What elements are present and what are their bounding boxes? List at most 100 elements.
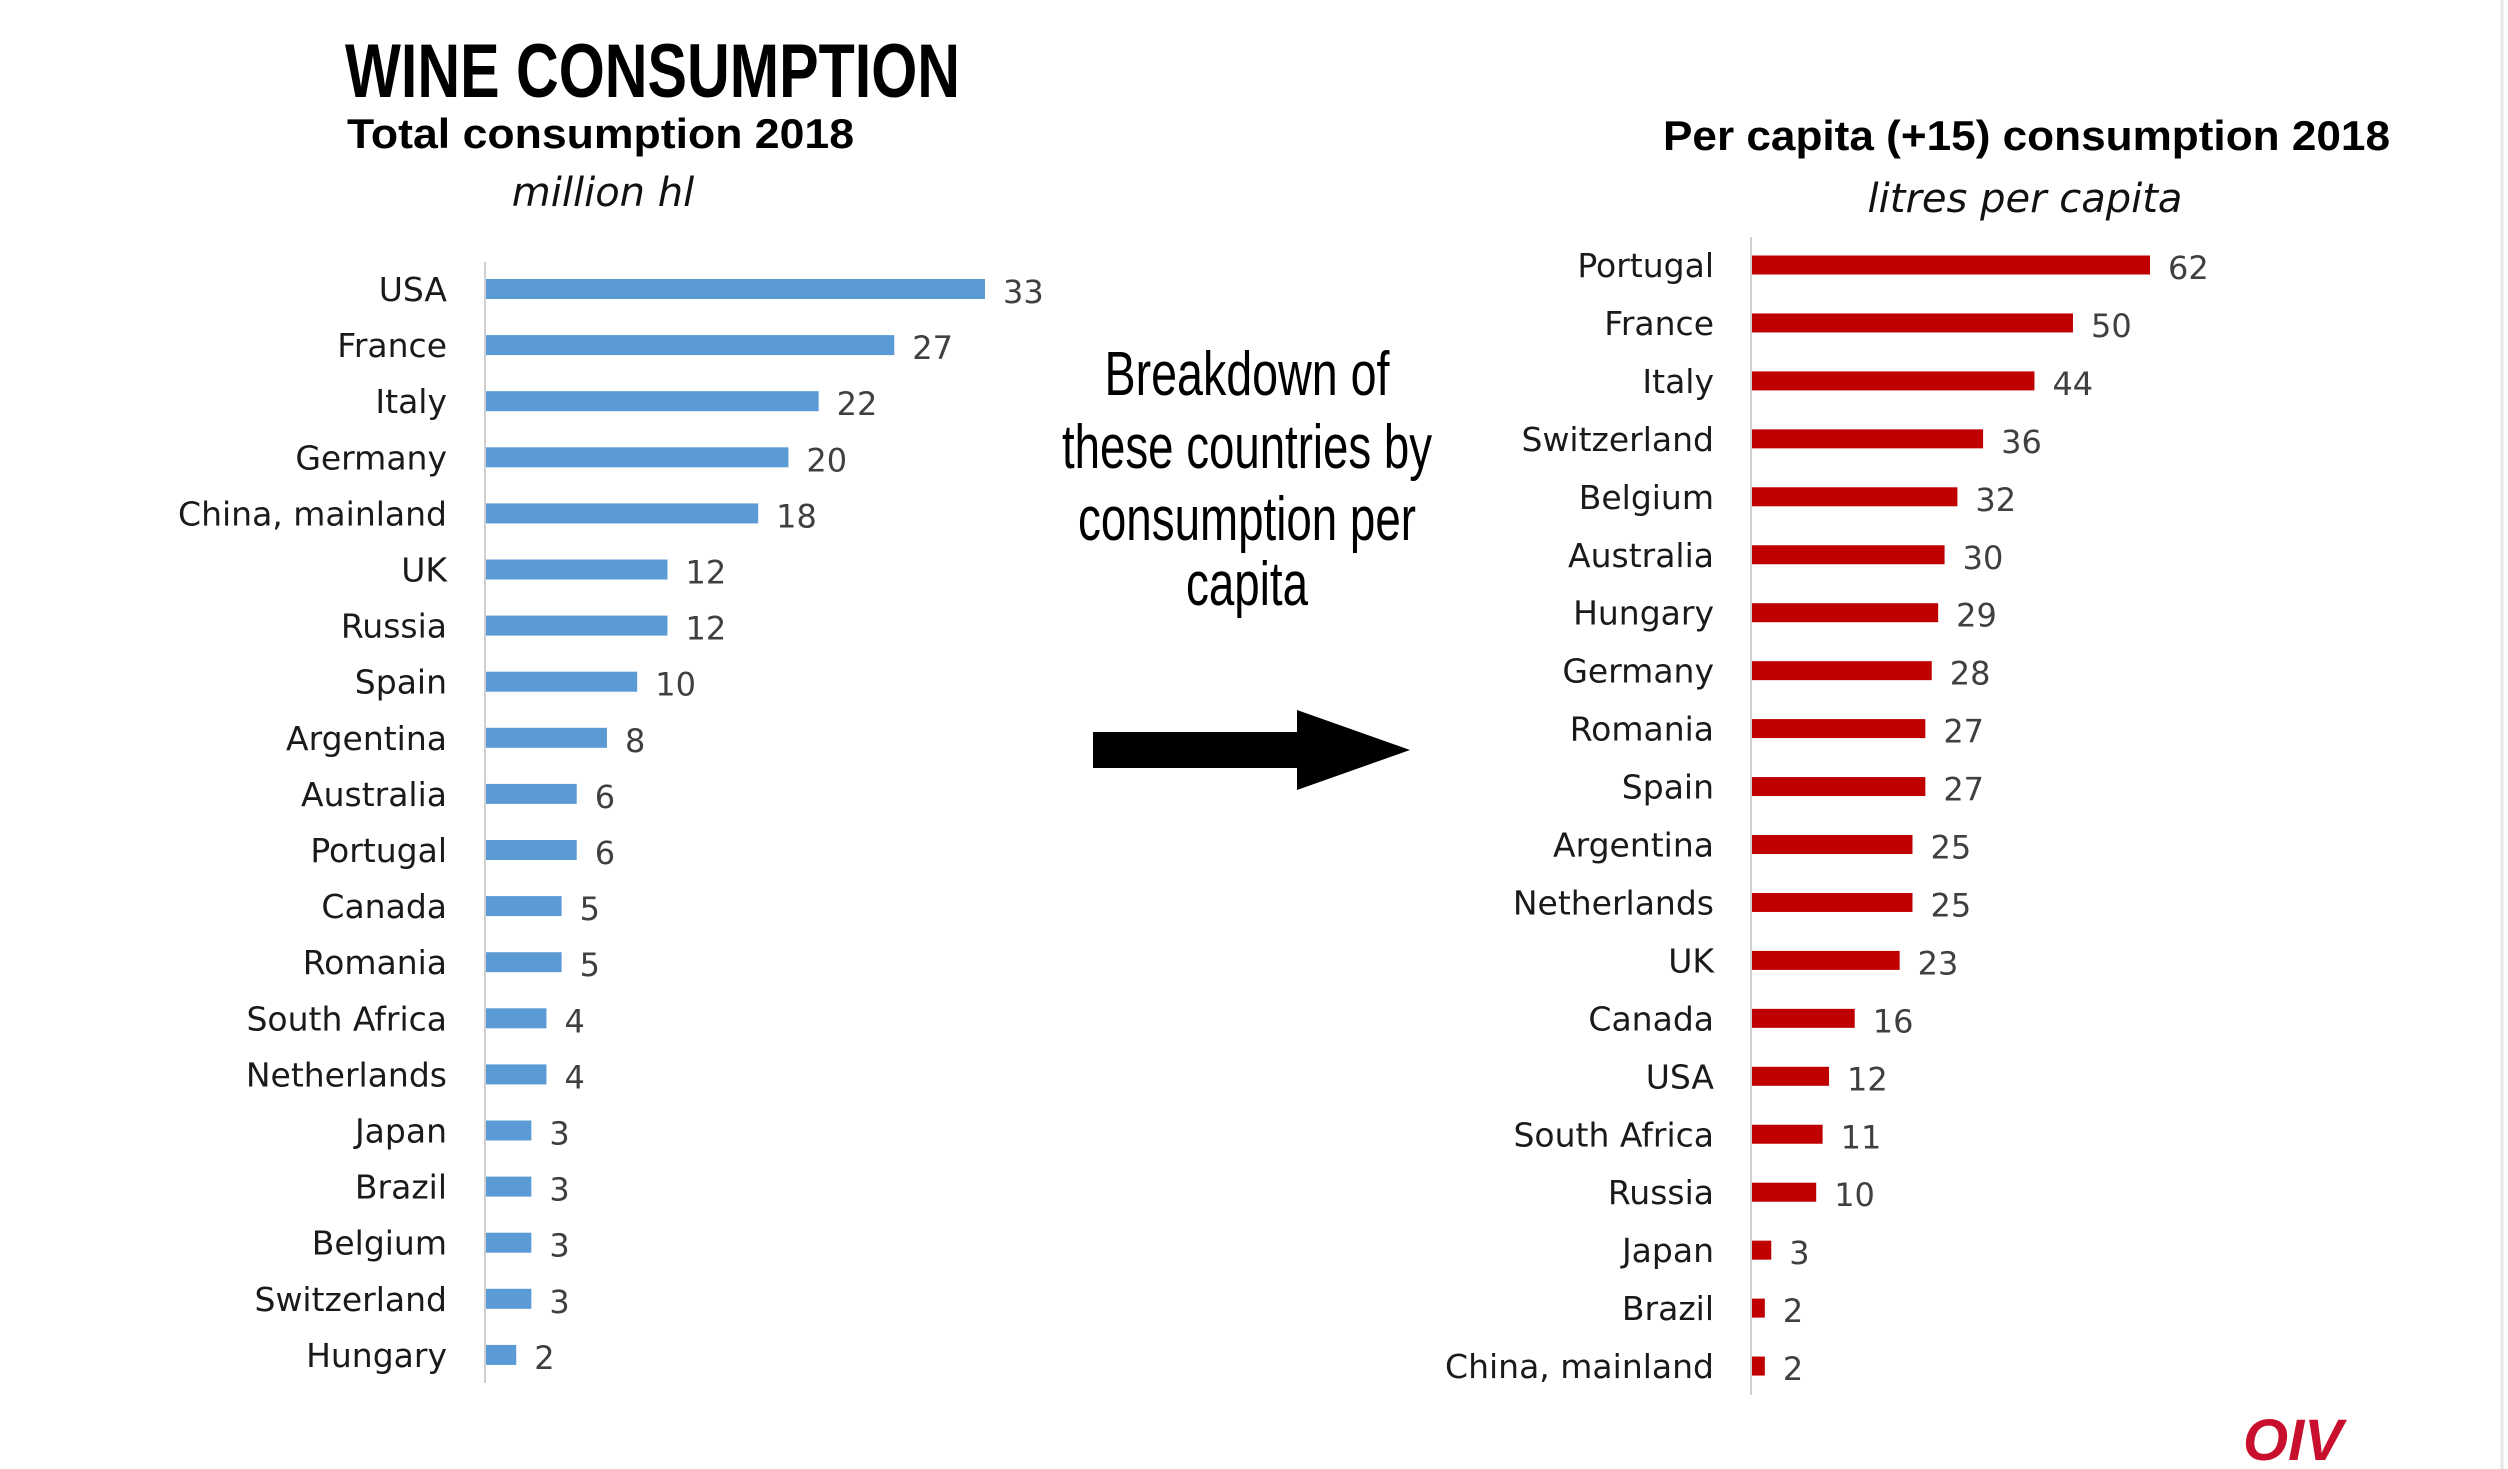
total-bar <box>486 952 562 973</box>
per-capita-value-label: 11 <box>1841 1118 1882 1156</box>
total-category-label: Belgium <box>312 1224 447 1263</box>
total-bar <box>486 1176 532 1197</box>
total-category-label: Portugal <box>310 831 447 870</box>
per-capita-bar <box>1752 1240 1772 1260</box>
per-capita-bar <box>1752 1298 1765 1318</box>
per-capita-bar <box>1752 603 1939 623</box>
per-capita-category-label: Japan <box>1620 1231 1714 1270</box>
per-capita-category-label: USA <box>1646 1057 1715 1096</box>
total-category-label: Italy <box>375 382 447 421</box>
total-value-label: 33 <box>1003 273 1044 311</box>
per-capita-value-label: 50 <box>2091 307 2132 345</box>
total-value-label: 12 <box>685 610 726 648</box>
per-capita-bar <box>1752 313 2073 333</box>
total-bar <box>486 447 789 468</box>
per-capita-category-label: Australia <box>1568 536 1714 575</box>
total-bar <box>486 1232 532 1253</box>
per-capita-value-label: 62 <box>2168 249 2209 287</box>
per-capita-category-label: Italy <box>1642 362 1714 401</box>
per-capita-bar <box>1752 950 1900 970</box>
total-bar <box>486 1064 547 1085</box>
total-bar <box>486 279 985 299</box>
total-value-label: 6 <box>595 778 615 816</box>
per-capita-bar <box>1752 1066 1830 1086</box>
total-value-label: 4 <box>564 1002 584 1040</box>
total-value-label: 12 <box>685 554 726 592</box>
total-category-label: Germany <box>295 438 447 477</box>
total-value-label: 4 <box>564 1058 584 1096</box>
per-capita-category-label: Portugal <box>1577 246 1714 285</box>
per-capita-value-label: 36 <box>2001 423 2042 461</box>
total-bar <box>486 1120 532 1141</box>
total-bar <box>486 840 577 860</box>
per-capita-bar <box>1752 487 1958 507</box>
per-capita-value-label: 44 <box>2052 365 2093 403</box>
note-line-2: these countries by <box>1062 413 1432 482</box>
per-capita-bar <box>1752 1008 1855 1028</box>
per-capita-value-label: 25 <box>1930 829 1971 867</box>
per-capita-value-label: 32 <box>1975 481 2016 519</box>
per-capita-category-label: Argentina <box>1553 826 1714 865</box>
total-value-label: 5 <box>580 890 600 928</box>
per-capita-bar <box>1752 545 1945 565</box>
total-category-label: Spain <box>355 663 447 702</box>
total-value-label: 2 <box>534 1339 554 1377</box>
total-category-label: Russia <box>341 607 447 646</box>
page-title: WINE CONSUMPTION <box>345 29 960 114</box>
per-capita-category-label: Germany <box>1562 652 1714 691</box>
per-capita-category-label: Netherlands <box>1513 883 1714 922</box>
total-category-label: USA <box>379 270 448 309</box>
total-value-label: 3 <box>549 1227 569 1265</box>
total-category-label: China, mainland <box>178 494 447 533</box>
per-capita-bar <box>1752 255 2150 275</box>
per-capita-category-label: Canada <box>1588 999 1714 1038</box>
total-category-label: Hungary <box>306 1336 447 1375</box>
per-capita-bar <box>1752 371 2035 391</box>
total-value-label: 18 <box>776 497 817 535</box>
total-bar <box>486 615 668 636</box>
total-bar <box>486 1344 517 1365</box>
total-bar <box>486 559 668 580</box>
total-value-label: 22 <box>837 385 878 423</box>
total-category-label: Romania <box>303 943 447 982</box>
per-capita-bar <box>1752 661 1932 681</box>
per-capita-bar <box>1752 1124 1823 1144</box>
breakdown-note: Breakdown of these countries by consumpt… <box>1062 340 1432 790</box>
total-bar <box>486 671 638 692</box>
total-value-label: 3 <box>549 1171 569 1209</box>
per-capita-category-label: Belgium <box>1579 478 1714 517</box>
per-capita-bar <box>1752 429 1984 449</box>
per-capita-category-label: Brazil <box>1622 1289 1714 1328</box>
total-bar <box>486 335 895 356</box>
arrow-right-icon <box>1093 710 1410 790</box>
per-capita-value-label: 29 <box>1956 597 1997 635</box>
total-bar <box>486 391 819 412</box>
per-capita-value-label: 27 <box>1943 713 1984 751</box>
per-capita-value-label: 25 <box>1930 886 1971 924</box>
per-capita-bar <box>1752 1356 1765 1376</box>
per-capita-value-label: 30 <box>1963 539 2004 577</box>
total-value-label: 3 <box>549 1283 569 1321</box>
total-category-label: South Africa <box>246 999 447 1038</box>
total-value-label: 27 <box>912 329 953 367</box>
per-capita-value-label: 2 <box>1783 1292 1803 1330</box>
total-bar <box>486 1288 532 1309</box>
per-capita-category-label: China, mainland <box>1445 1347 1714 1386</box>
per-capita-value-label: 2 <box>1783 1350 1803 1388</box>
total-category-label: Switzerland <box>255 1280 448 1319</box>
total-bar <box>486 503 759 524</box>
per-capita-category-label: Romania <box>1570 710 1714 749</box>
total-category-label: France <box>337 326 447 365</box>
total-value-label: 6 <box>595 834 615 872</box>
note-line-1: Breakdown of <box>1105 340 1391 409</box>
note-line-4: capita <box>1186 550 1308 619</box>
per-capita-value-label: 23 <box>1918 944 1959 982</box>
total-bar <box>486 783 577 804</box>
total-bar <box>486 727 607 748</box>
total-value-label: 3 <box>549 1115 569 1153</box>
total-value-label: 8 <box>625 722 645 760</box>
total-chart-title: Total consumption 2018 <box>347 110 854 157</box>
per-capita-category-label: Switzerland <box>1522 420 1715 459</box>
per-capita-value-label: 12 <box>1847 1060 1888 1098</box>
